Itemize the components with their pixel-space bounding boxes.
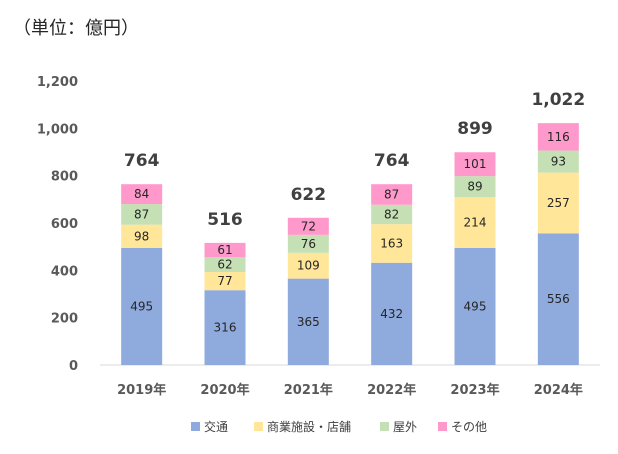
- legend-swatch: [191, 422, 200, 431]
- total-label: 516: [207, 210, 243, 230]
- bar-segment: [371, 204, 413, 225]
- y-tick-label: 600: [51, 217, 78, 232]
- bar-segment: [371, 262, 413, 365]
- bar-segment: [204, 271, 246, 291]
- data-label: 495: [464, 299, 487, 313]
- data-label: 76: [301, 237, 316, 251]
- data-label: 316: [214, 321, 237, 335]
- total-label: 764: [124, 151, 160, 171]
- y-axis: 0 200 400 600 800 1,000 1,200: [37, 75, 78, 374]
- data-label: 77: [217, 274, 232, 288]
- unit-label: （単位：億円）: [13, 18, 139, 39]
- bar-segment: [204, 290, 246, 365]
- bar-segment: [454, 247, 496, 365]
- data-label: 257: [547, 196, 570, 210]
- y-tick-label: 1,200: [37, 75, 78, 90]
- legend-swatch: [254, 422, 263, 431]
- bar-segment: [204, 242, 246, 258]
- bar-segment: [121, 184, 163, 205]
- bar-segment: [121, 247, 163, 365]
- bar-segment: [537, 123, 579, 151]
- data-label: 432: [380, 307, 403, 321]
- x-tick-label: 2020年: [200, 382, 249, 398]
- y-tick-label: 1,000: [37, 122, 78, 137]
- data-label: 89: [467, 180, 482, 194]
- total-label: 622: [291, 185, 327, 205]
- legend-swatch: [438, 422, 447, 431]
- data-label: 62: [217, 258, 232, 272]
- bar-segment: [537, 233, 579, 365]
- data-label: 101: [464, 157, 487, 171]
- bar-segment: [371, 224, 413, 263]
- bar-segment: [287, 252, 329, 279]
- data-label: 163: [380, 236, 403, 250]
- bar-segment: [287, 278, 329, 365]
- data-label: 93: [551, 155, 566, 169]
- data-label: 365: [297, 315, 320, 329]
- legend: 交通 商業施設・店舗 屋外 その他: [191, 419, 487, 434]
- y-tick-label: 400: [51, 264, 78, 279]
- bar-segment: [454, 152, 496, 177]
- data-label: 87: [384, 187, 399, 201]
- x-tick-label: 2024年: [534, 382, 583, 398]
- data-label: 495: [130, 299, 153, 313]
- y-tick-label: 200: [51, 312, 78, 327]
- x-tick-label: 2019年: [117, 382, 166, 398]
- bar-segment: [204, 257, 246, 272]
- x-tick-label: 2023年: [450, 382, 499, 398]
- data-label: 214: [464, 216, 487, 230]
- y-tick-label: 0: [69, 359, 78, 374]
- legend-swatch: [380, 422, 389, 431]
- bar-segment: [454, 176, 496, 198]
- data-label: 84: [134, 187, 149, 201]
- legend-label: 交通: [204, 419, 228, 434]
- legend-label: 商業施設・店舗: [267, 419, 351, 434]
- bar-segment: [454, 197, 496, 248]
- data-label: 72: [301, 219, 316, 233]
- legend-label: その他: [451, 420, 487, 434]
- data-label: 61: [217, 243, 232, 257]
- total-label: 764: [374, 151, 410, 171]
- bar-segment: [287, 234, 329, 253]
- bar-segment: [537, 150, 579, 173]
- legend-label: 屋外: [393, 420, 417, 434]
- y-tick-label: 800: [51, 170, 78, 185]
- bar-segment: [371, 184, 413, 205]
- total-label: 1,022: [531, 90, 585, 110]
- total-label: 899: [457, 119, 493, 139]
- bar-segment: [121, 224, 163, 248]
- x-axis: 2019年 2020年 2021年 2022年 2023年 2024年: [117, 382, 583, 398]
- data-label: 98: [134, 229, 149, 243]
- x-tick-label: 2021年: [284, 382, 333, 398]
- data-label: 82: [384, 207, 399, 221]
- data-label: 109: [297, 259, 320, 273]
- bar-segment: [537, 172, 579, 234]
- data-label: 116: [547, 130, 570, 144]
- data-label: 87: [134, 207, 149, 221]
- bar-segment: [121, 204, 163, 225]
- data-label: 556: [547, 292, 570, 306]
- bar-segment: [287, 217, 329, 235]
- x-tick-label: 2022年: [367, 382, 416, 398]
